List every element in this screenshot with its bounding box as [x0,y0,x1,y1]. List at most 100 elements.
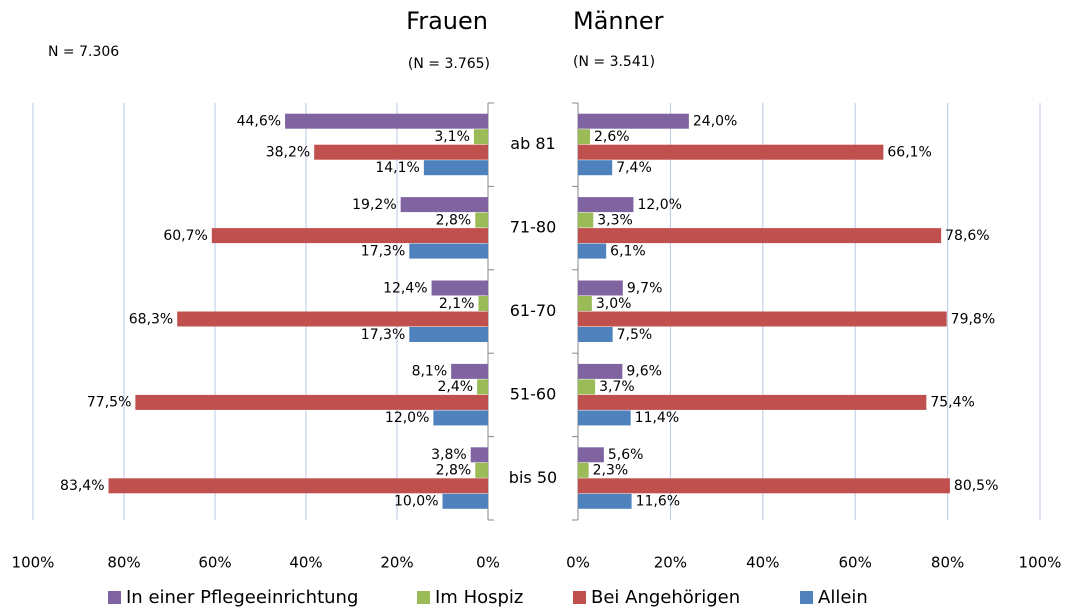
bar [578,212,594,228]
bar [578,478,950,494]
bar [477,379,488,395]
bar [578,447,604,463]
data-label: 60,7% [163,228,207,244]
bar [578,327,613,342]
data-label: 44,6% [237,113,281,129]
bar [409,327,488,342]
x-tick-label: 0% [566,554,590,572]
data-label: 38,2% [266,144,310,160]
data-label: 10,0% [394,494,438,510]
bar [578,160,613,176]
bar [473,129,488,145]
data-label: 17,3% [361,327,405,343]
panel-title: Männer [573,7,664,35]
x-tick-label: 40% [289,554,322,572]
data-label: 3,7% [599,379,635,395]
legend-swatch [573,591,586,604]
bar [578,144,884,160]
x-tick-label: 80% [107,554,140,572]
bar [177,311,489,327]
data-label: 3,0% [596,296,632,312]
panel-subtitle: (N = 3.541) [573,54,655,70]
legend-swatch [108,591,121,604]
data-label: 9,6% [626,364,662,380]
annotation: N = 7.306 [48,44,119,60]
data-label: 8,1% [412,364,448,380]
legend-label: Bei Angehörigen [591,587,740,608]
bar [478,296,488,311]
data-label: 79,8% [951,311,995,327]
legend-swatch [417,591,430,604]
category-label: 71-80 [510,218,557,237]
data-label: 77,5% [87,395,131,411]
x-tick-label: 60% [839,554,872,572]
bar [578,280,623,296]
bar [475,462,488,478]
bar [578,296,592,311]
bar [451,363,488,379]
bar [285,113,488,129]
data-label: 14,1% [375,160,419,176]
data-label: 24,0% [693,113,737,129]
bar [578,493,632,509]
data-label: 7,4% [616,160,652,176]
bar [578,462,589,478]
bar [578,129,591,145]
bar [211,228,488,244]
bar [578,379,596,395]
data-label: 2,3% [593,463,629,479]
category-label: ab 81 [510,134,555,153]
data-label: 3,1% [434,129,470,145]
data-label: 83,4% [60,478,104,494]
panel-subtitle: (N = 3.765) [408,56,490,72]
bar [433,410,488,426]
bar [578,243,607,259]
category-label: 51-60 [510,384,557,403]
category-label: 61-70 [510,301,557,320]
x-tick-label: 100% [1019,554,1062,572]
data-label: 9,7% [627,280,663,296]
data-label: 6,1% [610,243,646,259]
x-tick-label: 40% [746,554,779,572]
bar [108,478,488,494]
bar [314,144,488,160]
bar [423,160,488,176]
data-label: 66,1% [887,144,931,160]
data-label: 11,4% [635,410,679,426]
data-label: 2,8% [436,212,472,228]
legend-label: Im Hospiz [435,587,523,608]
data-label: 3,8% [431,447,467,463]
data-label: 2,4% [438,379,474,395]
data-label: 80,5% [954,478,998,494]
bar [442,493,488,509]
bar [578,363,623,379]
data-label: 11,6% [636,494,680,510]
bar [409,243,488,259]
data-label: 2,8% [436,463,472,479]
x-tick-label: 60% [198,554,231,572]
x-tick-label: 20% [380,554,413,572]
data-label: 2,1% [439,296,475,312]
data-label: 17,3% [361,243,405,259]
panel-title: Frauen [406,7,488,35]
bar [400,197,488,213]
data-label: 3,3% [597,212,633,228]
legend-label: Allein [818,587,868,608]
bar [578,311,947,327]
data-label: 12,0% [637,197,681,213]
x-tick-label: 80% [931,554,964,572]
bar [431,280,488,296]
data-label: 19,2% [352,197,396,213]
bar [578,394,927,410]
x-tick-label: 0% [476,554,500,572]
legend-label: In einer Pflegeeinrichtung [126,587,358,608]
bar [578,228,942,244]
data-label: 68,3% [129,311,173,327]
data-label: 7,5% [617,327,653,343]
data-label: 78,6% [945,228,989,244]
bar [578,410,631,426]
bar [578,197,634,213]
data-label: 2,6% [594,129,630,145]
x-tick-label: 20% [654,554,687,572]
